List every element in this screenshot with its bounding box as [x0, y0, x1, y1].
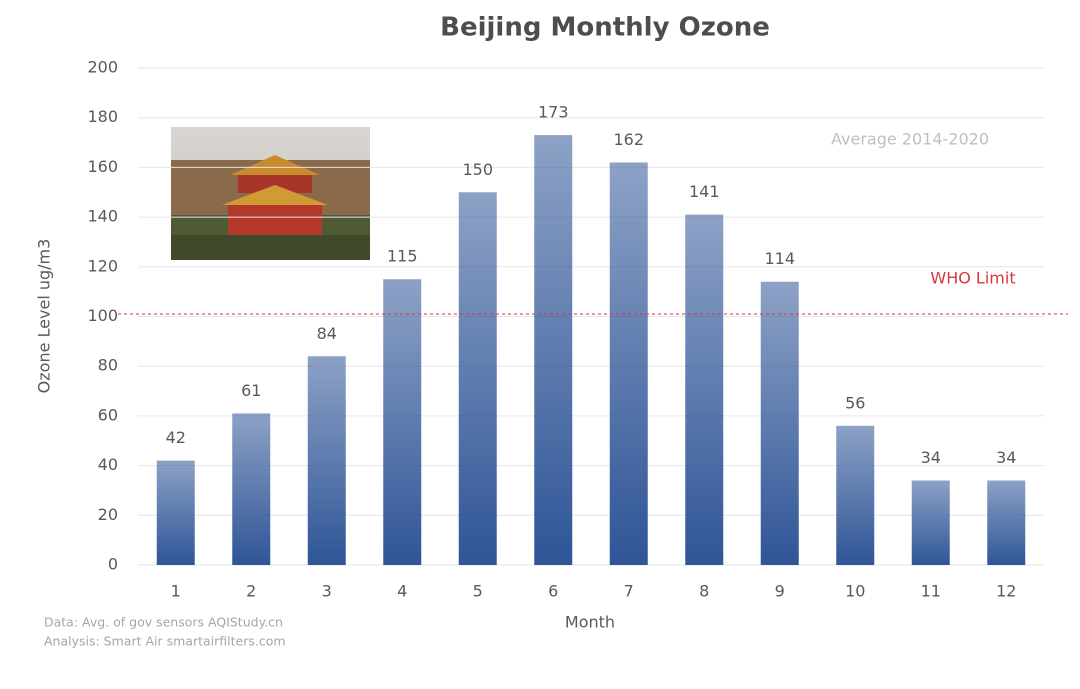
y-axis-label: Ozone Level ug/m3 — [35, 239, 54, 394]
bar — [609, 162, 648, 565]
x-tick-label: 10 — [845, 582, 865, 601]
bar — [156, 460, 195, 565]
x-axis-label: Month — [565, 613, 615, 632]
reference-label: WHO Limit — [930, 269, 1015, 288]
y-tick-label: 80 — [98, 356, 118, 375]
x-tick-label: 4 — [397, 582, 407, 601]
y-tick-label: 0 — [108, 555, 118, 574]
x-tick-label: 3 — [322, 582, 332, 601]
x-tick-label: 11 — [921, 582, 941, 601]
x-tick-label: 9 — [775, 582, 785, 601]
data-label: 114 — [764, 249, 795, 268]
y-tick-label: 160 — [87, 157, 118, 176]
x-tick-label: 5 — [473, 582, 483, 601]
data-label: 141 — [689, 182, 720, 201]
data-label: 173 — [538, 103, 569, 122]
x-tick-label: 8 — [699, 582, 709, 601]
data-label: 84 — [317, 324, 337, 343]
data-label: 115 — [387, 247, 418, 266]
bar — [383, 279, 422, 565]
data-label: 34 — [921, 448, 941, 467]
data-label: 150 — [462, 160, 493, 179]
data-label: 162 — [613, 130, 644, 149]
bar — [307, 356, 346, 565]
bar — [685, 214, 724, 566]
y-tick-label: 140 — [87, 207, 118, 226]
chart-subtitle: Average 2014-2020 — [831, 130, 989, 149]
y-tick-label: 40 — [98, 455, 118, 474]
x-tick-label: 6 — [548, 582, 558, 601]
data-label: 34 — [996, 448, 1016, 467]
y-tick-label: 100 — [87, 306, 118, 325]
bar — [760, 281, 799, 565]
photo — [171, 127, 370, 260]
data-label: 61 — [241, 381, 261, 400]
bar — [232, 413, 271, 565]
y-tick-label: 120 — [87, 256, 118, 275]
x-tick-label: 7 — [624, 582, 634, 601]
bar — [458, 192, 497, 565]
x-tick-label: 2 — [246, 582, 256, 601]
x-tick-label: 12 — [996, 582, 1016, 601]
bar — [987, 480, 1026, 565]
y-tick-label: 180 — [87, 107, 118, 126]
source-note: Analysis: Smart Air smartairfilters.com — [44, 634, 286, 649]
y-tick-label: 200 — [87, 58, 118, 77]
y-tick-label: 20 — [98, 505, 118, 524]
bar — [911, 480, 950, 565]
data-label: 42 — [166, 428, 186, 447]
bar — [534, 135, 573, 565]
x-tick-label: 1 — [171, 582, 181, 601]
bar — [836, 425, 875, 565]
y-tick-label: 60 — [98, 405, 118, 424]
data-label: 56 — [845, 393, 865, 412]
source-note: Data: Avg. of gov sensors AQIStudy.cn — [44, 615, 283, 630]
chart-title: Beijing Monthly Ozone — [440, 13, 770, 43]
